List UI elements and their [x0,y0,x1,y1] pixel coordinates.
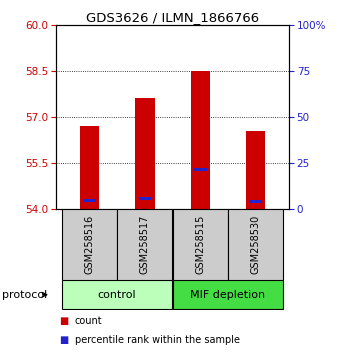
Bar [191,71,210,209]
Bar [80,126,99,209]
Bar [173,280,284,309]
Bar [83,199,96,202]
Text: MIF depletion: MIF depletion [190,290,266,300]
Text: percentile rank within the sample: percentile rank within the sample [75,335,240,345]
Bar [117,209,172,280]
Bar [228,209,284,280]
Bar [194,168,207,171]
Bar [62,280,172,309]
Text: GSM258530: GSM258530 [251,215,261,274]
Bar [62,209,117,280]
Text: GSM258516: GSM258516 [84,215,95,274]
Bar [246,131,266,209]
Text: GSM258515: GSM258515 [195,215,205,274]
Bar [173,209,228,280]
Bar [250,200,262,202]
Title: GDS3626 / ILMN_1866766: GDS3626 / ILMN_1866766 [86,11,259,24]
Bar [138,197,151,200]
Bar [135,98,154,209]
Text: control: control [98,290,136,300]
Text: protocol: protocol [2,290,47,300]
Text: GSM258517: GSM258517 [140,215,150,274]
Text: ■: ■ [59,335,69,345]
Text: count: count [75,316,102,326]
Text: ■: ■ [59,316,69,326]
